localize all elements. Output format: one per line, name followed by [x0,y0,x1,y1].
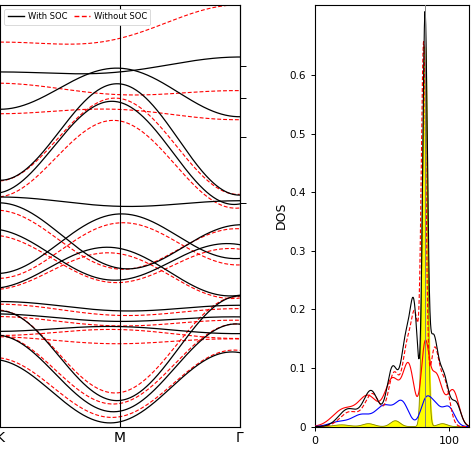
Y-axis label: DOS: DOS [275,202,288,229]
Legend: With SOC, Without SOC: With SOC, Without SOC [4,9,150,25]
